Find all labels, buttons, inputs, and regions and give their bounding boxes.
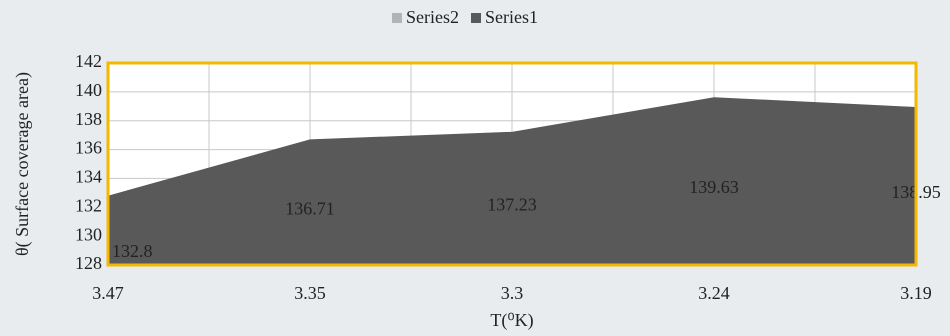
legend-label: Series2: [406, 7, 459, 27]
x-tick-label: 3.19: [900, 283, 932, 303]
y-tick-label: 140: [75, 80, 102, 100]
y-tick-label: 132: [75, 195, 102, 215]
x-axis-label: T(⁰K): [490, 310, 533, 331]
data-label: 136.71: [285, 198, 335, 218]
plot-frame: [106, 61, 918, 267]
x-tick-label: 3.3: [501, 283, 524, 303]
legend-swatch: [471, 13, 481, 23]
data-label: 132.8: [112, 241, 153, 261]
data-label: 137.23: [487, 195, 537, 215]
y-axis-label: θ( Surface coverage area): [12, 72, 33, 256]
area: [108, 97, 916, 266]
y-tick-label: 128: [75, 253, 102, 273]
legend-label: Series1: [485, 7, 538, 27]
legend-swatch: [392, 13, 402, 23]
x-tick-label: 3.24: [698, 283, 730, 303]
y-tick-label: 136: [75, 138, 102, 158]
marks: [108, 97, 916, 266]
x-tick-label: 3.47: [92, 283, 124, 303]
y-tick-label: 138: [75, 109, 102, 129]
y-tick-label: 142: [75, 51, 102, 71]
x-tick-label: 3.35: [294, 283, 326, 303]
data-label: 139.63: [689, 177, 739, 197]
y-tick-label: 130: [75, 224, 102, 244]
y-tick-label: 134: [75, 167, 102, 187]
